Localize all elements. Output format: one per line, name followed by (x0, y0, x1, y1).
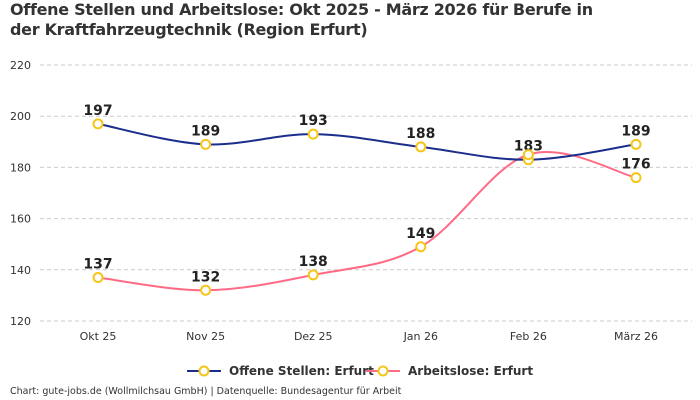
legend-marker (198, 365, 210, 377)
data-label: 149 (406, 226, 435, 242)
x-tick-label: Jan 26 (403, 330, 438, 343)
data-label: 176 (621, 157, 650, 173)
data-label: 189 (621, 123, 650, 139)
data-point (200, 138, 212, 150)
data-point (415, 141, 427, 153)
chart-title: Offene Stellen und Arbeitslose: Okt 2025… (10, 0, 593, 39)
x-tick-label: März 26 (614, 330, 658, 343)
data-point (307, 128, 319, 140)
data-point (92, 271, 104, 283)
data-label: 189 (191, 123, 220, 139)
data-point (415, 241, 427, 253)
data-point (92, 118, 104, 130)
data-label: 137 (83, 256, 112, 272)
data-point (307, 269, 319, 281)
data-point (630, 172, 642, 184)
data-label: 132 (191, 269, 220, 285)
y-tick-label: 200 (10, 110, 31, 123)
data-point (522, 149, 534, 161)
y-tick-label: 220 (10, 59, 31, 72)
data-label: 193 (299, 113, 328, 129)
x-tick-label: Feb 26 (510, 330, 547, 343)
legend-label: Offene Stellen: Erfurt (229, 364, 374, 378)
legend-marker (377, 365, 389, 377)
y-tick-label: 180 (10, 161, 31, 174)
data-label: 138 (299, 254, 328, 270)
series-line (97, 122, 637, 161)
y-tick-label: 120 (10, 315, 31, 328)
legend-label: Arbeitslose: Erfurt (408, 364, 533, 378)
y-tick-label: 160 (10, 213, 31, 226)
x-tick-label: Okt 25 (80, 330, 117, 343)
x-tick-label: Nov 25 (186, 330, 225, 343)
chart-credit: Chart: gute-jobs.de (Wollmilchsau GmbH) … (10, 386, 402, 397)
data-point (200, 284, 212, 296)
data-label: 183 (514, 139, 543, 155)
x-tick-label: Dez 25 (294, 330, 333, 343)
y-tick-label: 140 (10, 264, 31, 277)
data-label: 197 (83, 103, 112, 119)
data-point (630, 138, 642, 150)
data-label: 188 (406, 126, 435, 142)
series-line (97, 151, 637, 292)
